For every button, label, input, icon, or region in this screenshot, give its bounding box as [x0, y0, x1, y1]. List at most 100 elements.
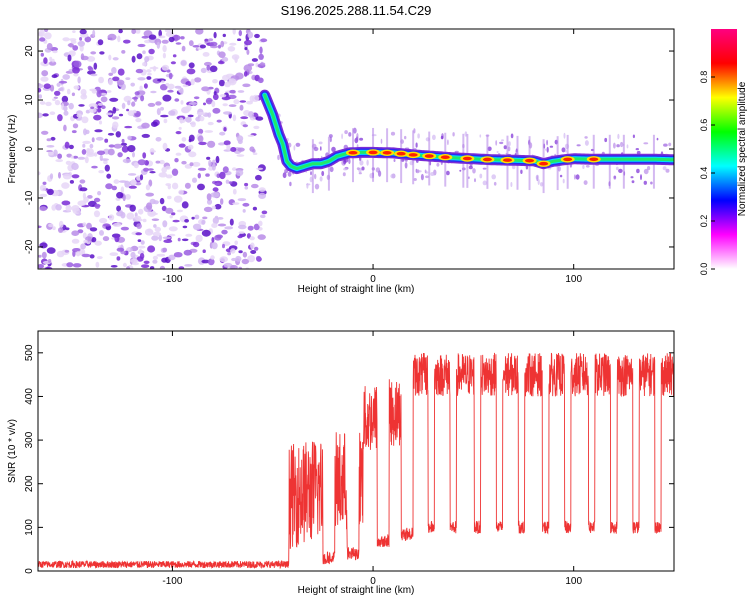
noise-blob: [219, 131, 226, 136]
noise-blob: [90, 51, 97, 55]
noise-blob: [40, 52, 44, 57]
noise-blob: [94, 240, 102, 246]
scatter-speck: [650, 181, 653, 185]
scatter-speck: [416, 169, 420, 174]
scatter-speck: [436, 162, 440, 167]
noise-blob: [79, 29, 87, 35]
noise-blob: [163, 239, 173, 243]
noise-blob: [91, 88, 97, 94]
noise-blob: [98, 76, 104, 84]
noise-blob: [93, 197, 101, 203]
noise-blob: [88, 67, 94, 72]
noise-blob: [250, 250, 257, 254]
scatter-speck: [479, 134, 482, 138]
noise-blob: [124, 180, 130, 188]
noise-blob: [160, 106, 164, 111]
noise-blob: [135, 29, 141, 34]
noise-blob: [54, 99, 61, 106]
noise-blob: [79, 37, 83, 41]
noise-blob: [227, 252, 232, 256]
noise-blob: [82, 222, 87, 227]
noise-blob: [258, 53, 264, 61]
noise-blob: [123, 39, 131, 44]
scatter-speck: [487, 146, 492, 152]
noise-blob: [139, 174, 144, 181]
noise-blob: [184, 219, 190, 223]
noise-blob: [135, 182, 142, 186]
noise-blob: [165, 174, 173, 179]
scatter-speck: [287, 171, 292, 177]
noise-blob: [130, 82, 135, 87]
noise-blob: [244, 39, 252, 46]
scatter-speck: [546, 146, 549, 153]
noise-blob: [219, 256, 228, 263]
scatter-speck: [493, 181, 497, 186]
noise-blob: [145, 192, 154, 197]
noise-blob: [66, 88, 71, 95]
noise-blob: [179, 87, 184, 95]
noise-blob: [174, 158, 179, 163]
noise-blob: [211, 237, 215, 243]
noise-blob: [156, 41, 161, 49]
scatter-speck: [613, 142, 616, 149]
noise-blob: [139, 85, 143, 91]
noise-blob: [235, 255, 242, 262]
scatter-speck: [277, 154, 280, 161]
noise-blob: [201, 86, 210, 92]
noise-blob: [149, 66, 159, 70]
scatter-speck: [564, 150, 567, 153]
noise-blob: [217, 60, 225, 65]
noise-blob: [58, 227, 64, 233]
noise-blob: [253, 125, 260, 130]
noise-blob: [250, 242, 255, 250]
noise-blob: [122, 158, 132, 164]
noise-blob: [197, 183, 205, 191]
colorbar-tick-label: 0.4: [699, 167, 709, 180]
scatter-speck: [289, 181, 292, 187]
noise-blob: [161, 257, 168, 263]
noise-blob: [178, 266, 185, 269]
noise-blob: [77, 40, 85, 47]
noise-blob: [111, 185, 118, 191]
noise-blob: [244, 47, 248, 51]
noise-blob: [84, 36, 92, 43]
noise-blob: [73, 85, 80, 90]
noise-blob: [99, 230, 104, 236]
noise-blob: [83, 239, 88, 244]
noise-blob: [80, 88, 87, 96]
noise-blob: [90, 73, 98, 77]
scatter-speck: [380, 138, 383, 144]
noise-blob: [237, 198, 247, 202]
noise-blob: [237, 90, 245, 93]
noise-blob: [188, 134, 195, 142]
scatter-speck: [618, 168, 623, 173]
scatter-speck: [662, 166, 667, 171]
scatter-speck: [499, 141, 504, 145]
noise-blob: [218, 44, 221, 49]
scatter-speck: [446, 170, 450, 176]
scatter-speck: [420, 173, 424, 181]
noise-blob: [77, 229, 84, 234]
noise-blob: [118, 29, 123, 34]
noise-blob: [81, 253, 91, 258]
noise-blob: [131, 101, 136, 107]
noise-blob: [50, 136, 56, 141]
noise-blob: [238, 266, 242, 269]
scatter-speck: [293, 145, 296, 151]
spectrogram-ytick-label: 0: [24, 146, 35, 152]
noise-blob: [135, 118, 142, 123]
scatter-speck: [540, 182, 544, 187]
noise-blob: [163, 118, 168, 124]
noise-blob: [65, 160, 72, 165]
noise-blob: [103, 223, 111, 227]
scatter-speck: [459, 169, 462, 172]
noise-blob: [187, 114, 194, 118]
noise-blob: [223, 140, 231, 146]
noise-blob: [68, 102, 74, 110]
scatter-speck: [314, 183, 320, 190]
noise-blob: [47, 259, 52, 263]
scatter-speck: [318, 141, 323, 145]
noise-blob: [247, 31, 254, 39]
noise-blob: [112, 57, 119, 61]
noise-blob: [44, 266, 53, 269]
